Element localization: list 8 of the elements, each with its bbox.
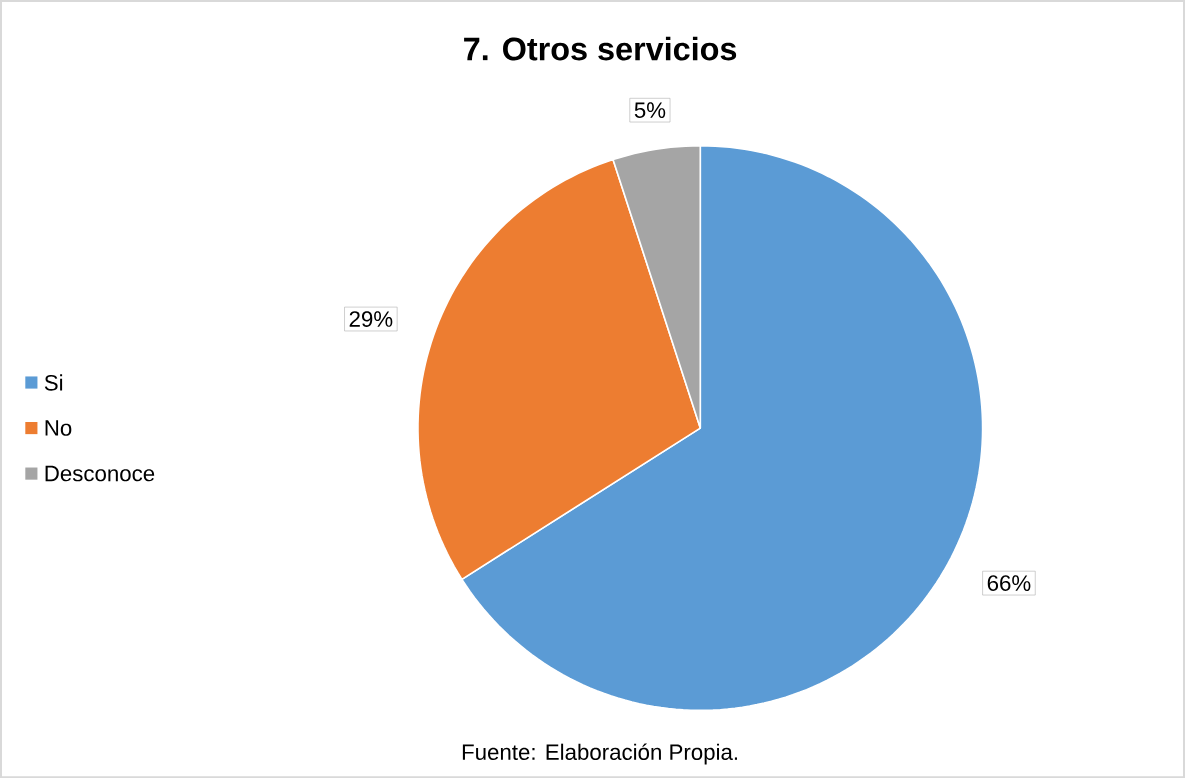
data-label: 29%	[349, 311, 393, 327]
data-label: 5%	[634, 102, 666, 118]
data-label: 66%	[987, 575, 1031, 591]
legend-label: No	[45, 420, 72, 436]
source-note: Fuente: Elaboración Propia.	[462, 743, 738, 765]
legend-label: Desconoce	[45, 465, 155, 482]
chart-title: 7. Otros servicios	[464, 36, 737, 61]
legend-label: Si	[44, 374, 63, 391]
